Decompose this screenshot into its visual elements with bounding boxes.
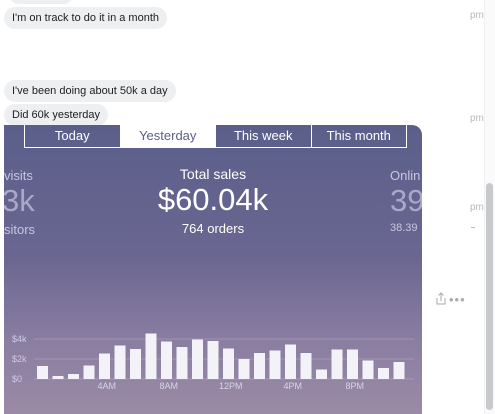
total-sales-label: Total sales — [179, 166, 247, 182]
hourly-sales-bar — [68, 374, 79, 379]
message-timestamp: pm — [470, 202, 484, 213]
message-text: I've been doing about 50k a day — [12, 85, 168, 97]
hourly-sales-bar — [114, 345, 126, 379]
visitors-label: sitors — [4, 222, 36, 237]
sales-dashboard-screenshot[interactable]: Today Yesterday This week This month vis… — [4, 125, 422, 414]
hourly-sales-bar — [347, 349, 358, 379]
hourly-sales-bar — [285, 344, 296, 379]
x-tick-label: 12PM — [219, 381, 243, 391]
online-value: 39 — [390, 183, 422, 218]
scrollbar-thumb[interactable] — [486, 183, 493, 410]
orders-count: 764 orders — [181, 221, 245, 236]
hourly-sales-bar — [269, 350, 281, 379]
x-tick-label: 8PM — [345, 381, 364, 391]
hourly-sales-chart: $0 $2k $4k 4AM 8AM 12PM 4PM 8PM — [12, 333, 414, 391]
y-tick-label: $4k — [12, 334, 27, 344]
message-text: Did 60k yesterday — [12, 109, 101, 121]
y-tick-label: $2k — [12, 354, 27, 364]
hourly-sales-bar — [192, 339, 203, 379]
tab-today[interactable]: Today — [54, 128, 90, 143]
hourly-sales-bar — [362, 360, 374, 379]
hourly-sales-bar — [238, 359, 250, 379]
hourly-sales-bar — [145, 333, 157, 379]
total-sales-value: $60.04k — [157, 182, 269, 217]
previous-message-edge — [10, 0, 72, 4]
hourly-sales-bar — [37, 366, 48, 379]
hourly-sales-bar — [393, 362, 405, 379]
more-options-icon[interactable]: ••• — [449, 292, 466, 307]
hourly-sales-bar — [176, 347, 188, 379]
tab-yesterday[interactable]: Yesterday — [119, 125, 215, 147]
online-label: Onlin — [390, 168, 421, 183]
hourly-sales-bar — [83, 365, 95, 379]
hourly-sales-bar — [99, 353, 110, 379]
hourly-sales-bar — [300, 353, 312, 379]
hourly-sales-bar — [316, 369, 327, 379]
message-bubble[interactable]: I'm on track to do it in a month — [4, 7, 168, 29]
x-tick-label: 8AM — [159, 381, 178, 391]
message-bubble[interactable]: Did 60k yesterday — [4, 104, 109, 126]
hourly-sales-bar — [254, 353, 265, 379]
message-timestamp: pm — [470, 10, 484, 21]
message-timestamp: pm — [470, 113, 484, 124]
message-bubble[interactable]: I've been doing about 50k a day — [4, 80, 176, 102]
hourly-sales-bar — [130, 349, 141, 379]
x-tick-label: 4AM — [97, 381, 116, 391]
hourly-sales-bar — [223, 348, 234, 379]
hourly-sales-bar — [378, 368, 389, 379]
message-text: I'm on track to do it in a month — [12, 12, 160, 24]
visits-label: visits — [4, 168, 33, 183]
online-sublabel: 38.39 — [390, 222, 418, 234]
visits-value: 3k — [4, 183, 35, 218]
timestamp-dash — [471, 227, 475, 228]
hourly-sales-bar — [331, 349, 343, 379]
share-icon[interactable] — [434, 292, 448, 306]
hourly-sales-bar — [52, 376, 64, 379]
period-segmented-control: Today Yesterday This week This month — [24, 125, 407, 148]
tab-this-week[interactable]: This week — [215, 125, 311, 147]
x-tick-label: 4PM — [283, 381, 302, 391]
y-tick-label: $0 — [12, 374, 22, 384]
hourly-sales-bar — [207, 341, 219, 379]
tab-this-month[interactable]: This month — [310, 125, 407, 147]
hourly-sales-bar — [161, 341, 172, 379]
